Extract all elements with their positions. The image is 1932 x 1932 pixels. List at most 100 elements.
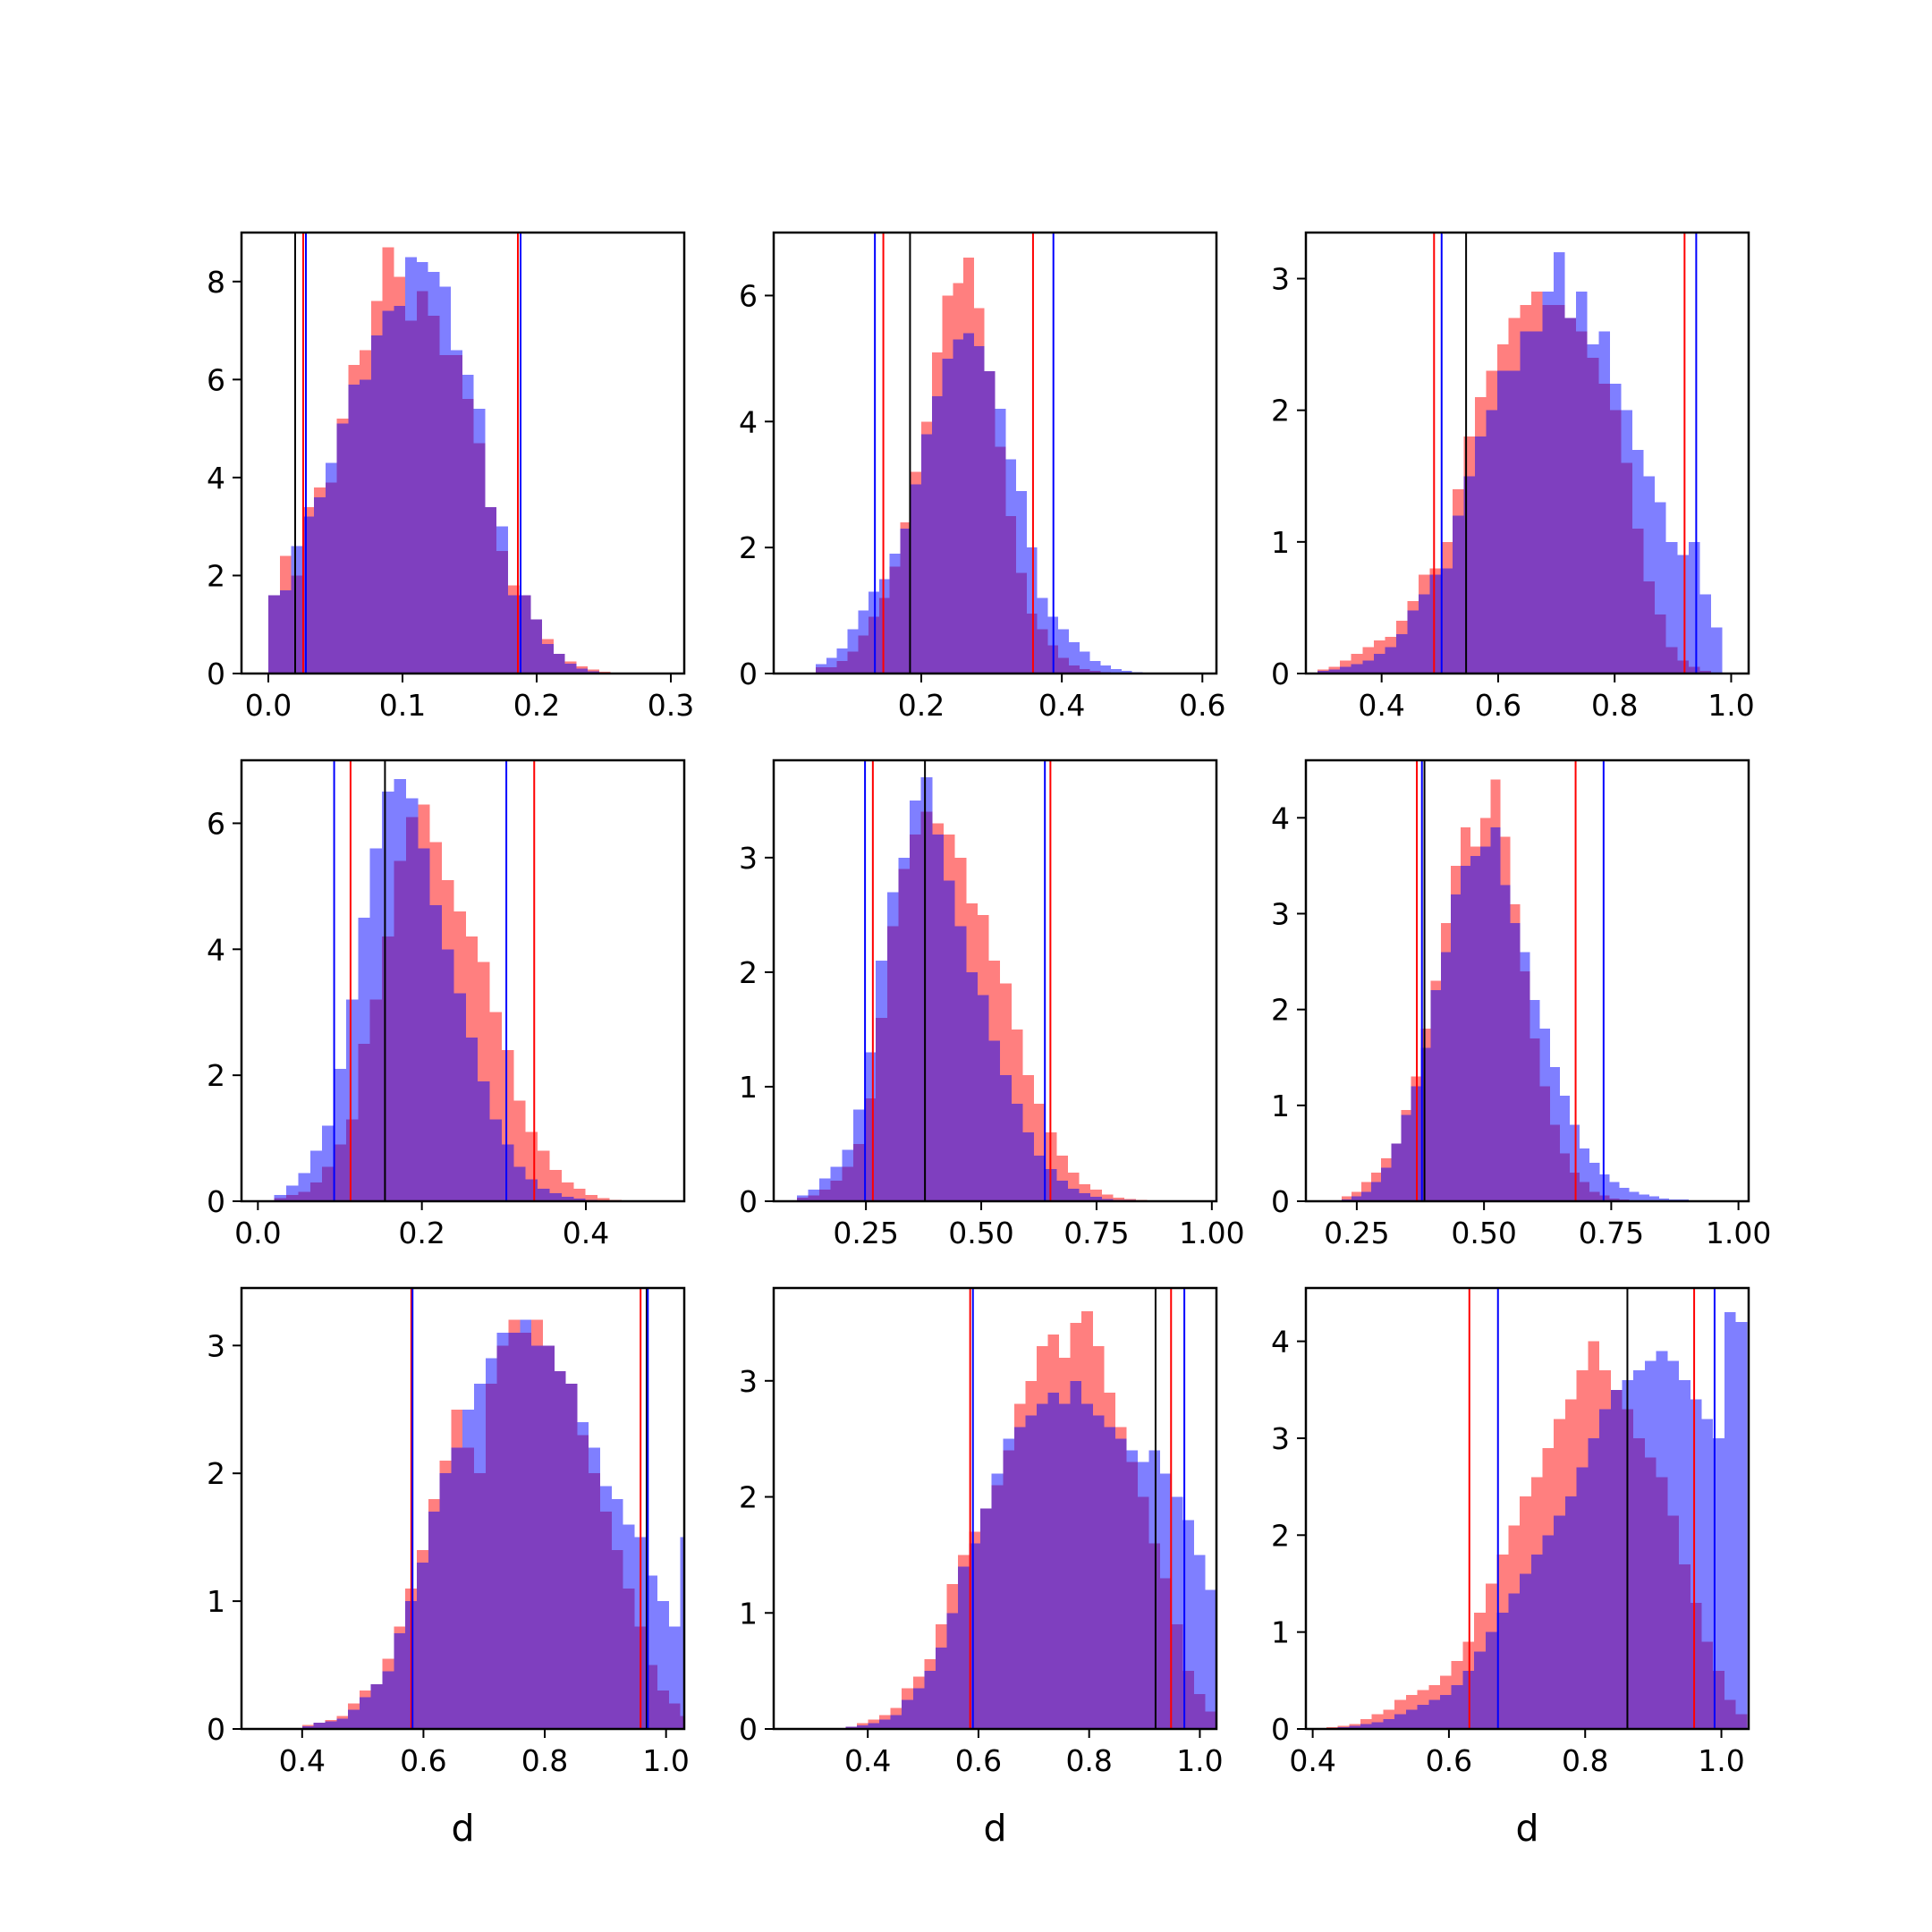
blue-histogram-bar bbox=[1480, 846, 1491, 1201]
y-tick-label: 1 bbox=[1271, 1615, 1290, 1650]
x-tick-label: 0.6 bbox=[1179, 688, 1225, 723]
red-histogram-bar bbox=[1341, 1196, 1352, 1201]
blue-histogram-bar bbox=[525, 1179, 538, 1201]
blue-histogram-bar bbox=[920, 777, 933, 1201]
x-tick-label: 0.8 bbox=[1065, 1743, 1112, 1778]
blue-histogram-bar bbox=[370, 335, 383, 674]
subplot-2: 0.2 0.4 0.6 0 2 4 6 bbox=[739, 231, 1226, 723]
plot-area bbox=[1318, 233, 1723, 674]
blue-histogram-bar bbox=[1160, 1473, 1172, 1729]
blue-histogram-bar bbox=[1318, 671, 1329, 674]
blue-histogram-bar bbox=[462, 1409, 475, 1729]
plot-area bbox=[796, 760, 1148, 1201]
blue-histogram-bar bbox=[819, 1178, 831, 1201]
blue-histogram-bar bbox=[1701, 1419, 1714, 1729]
blue-histogram-bar bbox=[531, 1345, 543, 1729]
blue-histogram-bar bbox=[370, 1683, 383, 1729]
blue-histogram-bar bbox=[1451, 1685, 1463, 1729]
y-tick-label: 3 bbox=[1271, 1421, 1290, 1456]
blue-histogram-bar bbox=[973, 345, 985, 674]
red-histogram-bar bbox=[597, 1198, 610, 1201]
blue-histogram-bar bbox=[478, 1081, 490, 1201]
blue-histogram-bar bbox=[359, 1697, 371, 1729]
blue-histogram-bar bbox=[1554, 252, 1565, 674]
blue-histogram-bar bbox=[418, 848, 430, 1201]
blue-histogram-bar bbox=[1599, 1409, 1611, 1729]
y-tick-label: 4 bbox=[739, 404, 758, 439]
blue-histogram-bar bbox=[1510, 923, 1521, 1201]
y-tick-label: 2 bbox=[207, 1456, 225, 1491]
axes-frame bbox=[772, 1286, 1218, 1731]
blue-histogram-bar bbox=[1485, 1631, 1497, 1729]
blue-histogram-bar bbox=[836, 648, 848, 674]
blue-histogram-bar bbox=[405, 257, 417, 674]
blue-histogram-bar bbox=[336, 1718, 349, 1729]
blue-histogram-bar bbox=[988, 1040, 1001, 1201]
blue-histogram-bar bbox=[995, 409, 1006, 674]
axes-frame bbox=[1304, 758, 1750, 1203]
x-tick-label: 0.75 bbox=[1063, 1216, 1129, 1250]
blue-histogram-bar bbox=[1679, 1379, 1690, 1729]
blue-histogram-bar bbox=[886, 892, 899, 1201]
blue-histogram-bar bbox=[345, 999, 359, 1201]
blue-histogram-bar bbox=[473, 409, 486, 674]
blue-histogram-bar bbox=[382, 792, 394, 1201]
x-tick-label: 0.8 bbox=[1562, 1743, 1608, 1778]
blue-histogram-bar bbox=[1430, 990, 1441, 1201]
blue-histogram-bar bbox=[1699, 594, 1711, 674]
y-tick-label: 6 bbox=[739, 278, 758, 313]
blue-histogram-bar bbox=[519, 595, 531, 674]
blue-histogram-bar bbox=[382, 1671, 394, 1729]
blue-histogram-bar bbox=[912, 1688, 925, 1729]
blue-histogram-bar bbox=[842, 1149, 853, 1201]
blue-histogram-bar bbox=[322, 1125, 335, 1201]
x-tick-label: 0.25 bbox=[833, 1216, 898, 1250]
blue-histogram-bar bbox=[1407, 610, 1419, 674]
blue-histogram-bar bbox=[577, 1422, 589, 1729]
y-tick-label: 6 bbox=[207, 362, 225, 397]
blue-histogram-bar bbox=[1405, 1709, 1418, 1729]
x-tick-label: 0.4 bbox=[279, 1743, 326, 1778]
blue-histogram-bar bbox=[1371, 1182, 1382, 1201]
y-tick-label: 1 bbox=[207, 1584, 225, 1619]
blue-histogram-bar bbox=[520, 1319, 532, 1729]
blue-histogram-bar bbox=[1667, 1360, 1680, 1729]
blue-histogram-bar bbox=[980, 1508, 992, 1729]
x-tick-label: 1.0 bbox=[1707, 688, 1754, 723]
blue-histogram-bar bbox=[1362, 660, 1374, 674]
blue-histogram-bar bbox=[428, 1512, 440, 1729]
blue-histogram-bar bbox=[668, 1626, 681, 1729]
blue-histogram-bar bbox=[1539, 1029, 1550, 1201]
blue-histogram-bar bbox=[485, 1358, 497, 1729]
x-tick-label: 1.0 bbox=[642, 1743, 689, 1778]
blue-histogram-bar bbox=[954, 926, 967, 1201]
axes-frame bbox=[240, 231, 686, 675]
y-tick-label: 0 bbox=[207, 1712, 225, 1747]
blue-histogram-bar bbox=[1056, 1180, 1068, 1201]
blue-histogram-bar bbox=[856, 1725, 869, 1729]
blue-histogram-bar bbox=[1450, 894, 1461, 1201]
blue-histogram-bar bbox=[1000, 1075, 1012, 1201]
blue-histogram-bar bbox=[1639, 1194, 1649, 1201]
blue-histogram-bar bbox=[507, 595, 520, 674]
x-tick-label: 0.6 bbox=[1475, 688, 1521, 723]
plot-area bbox=[301, 1288, 684, 1729]
y-tick-label: 6 bbox=[207, 806, 225, 841]
blue-histogram-bar bbox=[313, 1722, 326, 1729]
blue-histogram-bar bbox=[889, 554, 901, 674]
blue-histogram-bar bbox=[325, 462, 337, 674]
x-axis-label: d bbox=[451, 1807, 474, 1850]
blue-histogram-bar bbox=[1340, 666, 1352, 674]
blue-histogram-bar bbox=[1089, 660, 1101, 674]
plot-area bbox=[1341, 760, 1729, 1201]
blue-histogram-bar bbox=[439, 1473, 452, 1729]
blue-histogram-bar bbox=[394, 1632, 406, 1729]
blue-histogram-bar bbox=[1460, 865, 1471, 1201]
blue-histogram-bar bbox=[1394, 1714, 1406, 1729]
blue-histogram-bar bbox=[1633, 1370, 1645, 1729]
blue-histogram-bar bbox=[451, 350, 462, 674]
blue-histogram-bar bbox=[1470, 856, 1481, 1201]
blue-histogram-bar bbox=[1631, 449, 1644, 674]
blue-histogram-bar bbox=[876, 961, 887, 1201]
x-tick-label: 0.3 bbox=[648, 688, 694, 723]
